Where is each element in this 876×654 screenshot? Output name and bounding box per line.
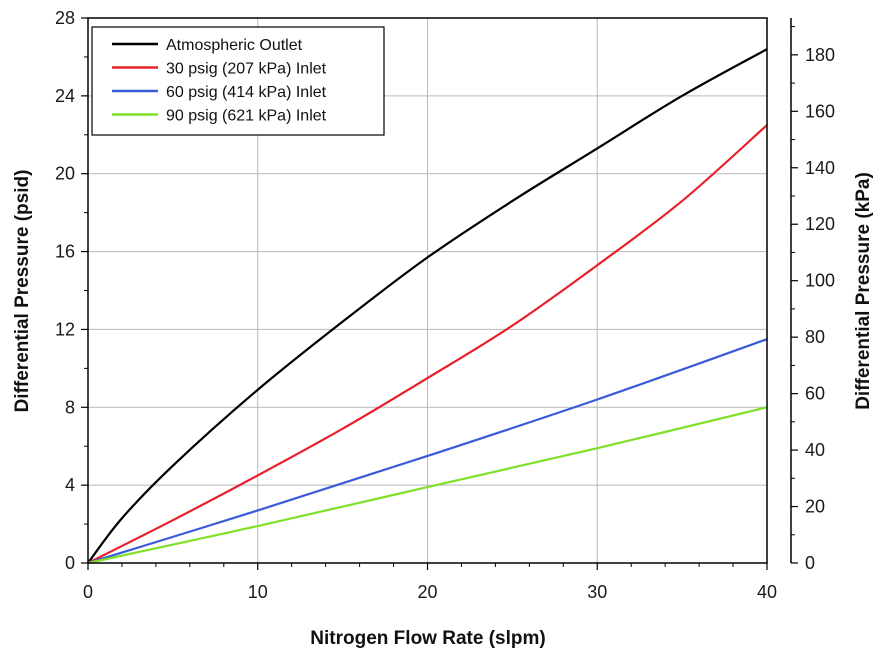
series-line-3: [87, 338, 768, 565]
legend-label-3: 60 psig (414 kPa) Inlet: [166, 84, 327, 101]
y2-tick-label: 20: [805, 497, 825, 517]
y-tick-label: 12: [55, 319, 75, 339]
x-tick-label: 10: [248, 582, 268, 602]
x-tick-label: 30: [587, 582, 607, 602]
y2-axis-title: Differential Pressure (kPa): [853, 172, 874, 410]
grid: [88, 18, 767, 563]
x-tick-label: 0: [83, 582, 93, 602]
y2-tick-label: 120: [805, 214, 835, 234]
y2-tick-label: 0: [805, 553, 815, 573]
series-line-1: [87, 48, 768, 564]
series-line-4: [87, 406, 768, 565]
y-tick-label: 28: [55, 8, 75, 28]
y2-tick-label: 80: [805, 327, 825, 347]
legend: Atmospheric Outlet 30 psig (207 kPa) Inle…: [91, 26, 385, 136]
series-line-2: [87, 124, 768, 564]
tick-labels: 0 10 20 30 40 0 4 8 12 16 20 24 28 0 20 40 60 80 100 120 140…: [55, 8, 835, 602]
y-tick-label: 24: [55, 86, 75, 106]
y2-tick-label: 180: [805, 45, 835, 65]
y-tick-label: 16: [55, 242, 75, 262]
y2-tick-label: 100: [805, 271, 835, 291]
legend-label-2: 30 psig (207 kPa) Inlet: [166, 61, 327, 78]
ticks: [81, 17, 798, 570]
y2-tick-label: 40: [805, 440, 825, 460]
y2-tick-label: 60: [805, 384, 825, 404]
y2-tick-label: 140: [805, 158, 835, 178]
legend-label-1: Atmospheric Outlet: [166, 37, 303, 54]
y2-tick-label: 160: [805, 101, 835, 121]
y-tick-label: 8: [65, 397, 75, 417]
y-tick-label: 0: [65, 553, 75, 573]
x-tick-label: 20: [417, 582, 437, 602]
y-axis-title: Differential Pressure (psid): [12, 170, 33, 413]
y-tick-label: 20: [55, 164, 75, 184]
y-tick-label: 4: [65, 475, 75, 495]
legend-label-4: 90 psig (621 kPa) Inlet: [166, 108, 327, 125]
x-tick-label: 40: [757, 582, 777, 602]
x-axis-title: Nitrogen Flow Rate (slpm): [310, 628, 545, 649]
series-layer: [87, 48, 768, 565]
